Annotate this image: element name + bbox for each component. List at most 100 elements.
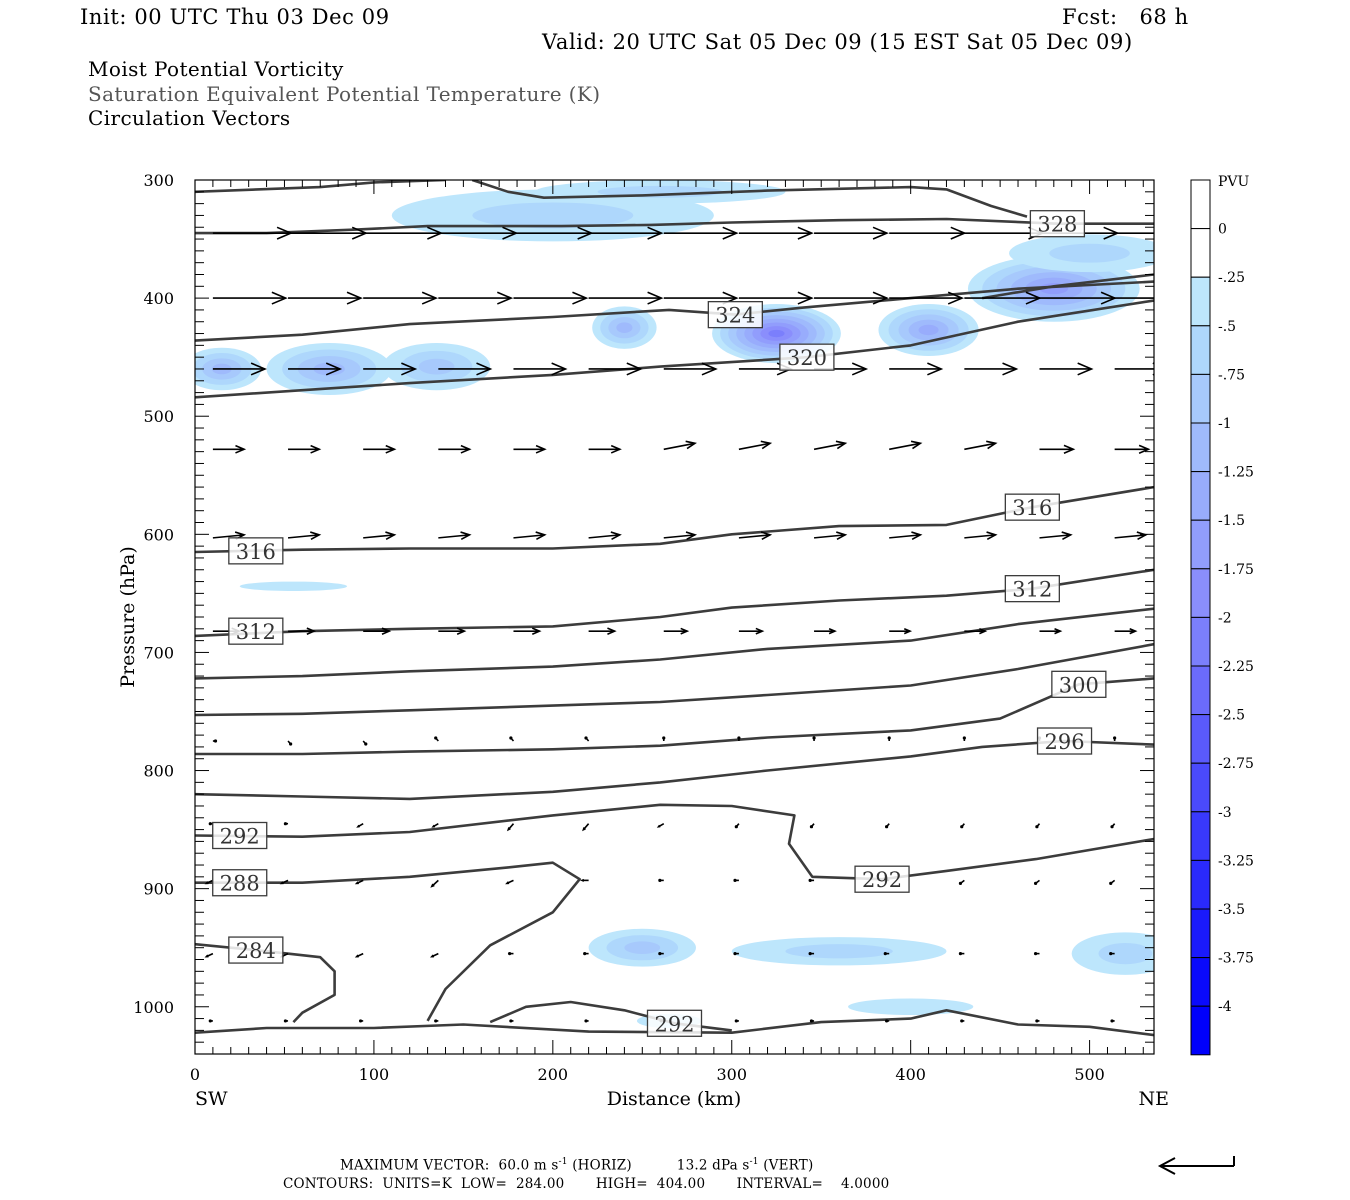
colorbar-swatch bbox=[1190, 519, 1211, 570]
circulation-vector bbox=[1035, 1019, 1040, 1023]
colorbar-label: -2.5 bbox=[1218, 708, 1245, 724]
circulation-vector bbox=[812, 736, 816, 742]
contour-label: 316 bbox=[228, 537, 284, 565]
circulation-vector bbox=[288, 362, 343, 376]
circulation-vector bbox=[738, 226, 814, 240]
contour-label: 284 bbox=[228, 936, 284, 964]
circulation-vector bbox=[588, 362, 643, 376]
circulation-vector bbox=[885, 823, 890, 829]
circulation-vector bbox=[889, 531, 923, 541]
pv-anomaly bbox=[616, 322, 633, 333]
x-tick-label: 0 bbox=[190, 1065, 200, 1084]
circulation-vector bbox=[1039, 531, 1073, 541]
circulation-vector bbox=[658, 952, 664, 956]
colorbar-swatch bbox=[1190, 859, 1211, 910]
circulation-vector bbox=[738, 291, 814, 305]
forecast-hour: Fcst: 68 h bbox=[1062, 5, 1189, 29]
circulation-vector bbox=[883, 952, 890, 956]
circulation-vector bbox=[885, 1019, 890, 1023]
circulation-vector bbox=[354, 879, 364, 885]
isentrope-312 bbox=[195, 568, 1154, 638]
contour-label: 312 bbox=[1004, 575, 1060, 603]
circulation-vector bbox=[663, 531, 698, 541]
circulation-vector bbox=[1114, 531, 1148, 541]
contour-label: 316 bbox=[1004, 493, 1060, 521]
circulation-vector bbox=[288, 627, 317, 635]
circulation-vector bbox=[1039, 362, 1094, 376]
isentrope-288 bbox=[195, 861, 582, 1022]
circulation-vector bbox=[656, 822, 665, 828]
contour-label: 292 bbox=[212, 821, 268, 850]
circulation-vector bbox=[738, 627, 765, 635]
circulation-vector bbox=[438, 291, 514, 305]
circulation-vector bbox=[1114, 362, 1154, 376]
circulation-vector bbox=[1110, 1019, 1115, 1023]
contour-label: 324 bbox=[707, 300, 763, 329]
colorbar-swatch bbox=[1190, 957, 1211, 1007]
circulation-vector bbox=[889, 291, 965, 305]
circulation-vector bbox=[733, 952, 739, 956]
circulation-vector bbox=[814, 291, 889, 305]
colorbar-label: -.75 bbox=[1218, 367, 1245, 383]
circulation-vector bbox=[889, 362, 944, 376]
circulation-vector bbox=[809, 1019, 815, 1023]
x-axis-label: Distance (km) bbox=[607, 1088, 742, 1110]
circulation-vector bbox=[431, 822, 439, 828]
reference-vector bbox=[1157, 1156, 1235, 1175]
colorbar-swatch bbox=[1190, 811, 1211, 861]
y-tick-label: 600 bbox=[143, 525, 174, 544]
isentrope-288 bbox=[195, 1008, 1154, 1037]
circulation-vector bbox=[588, 531, 622, 541]
colorbar-swatch bbox=[1190, 471, 1211, 521]
colorbar-label: -3.75 bbox=[1218, 951, 1254, 967]
colorbar-swatch bbox=[1190, 228, 1211, 278]
circulation-vector bbox=[964, 362, 1019, 376]
contour-info: CONTOURS: UNITS=K LOW= 284.00 HIGH= 404.… bbox=[283, 1176, 890, 1192]
circulation-vector bbox=[738, 531, 773, 541]
colorbar-swatch bbox=[1190, 422, 1211, 473]
contour-label-layer: 328 324 320 316 316 312 312 300 296 292 288 292 284 2… bbox=[212, 210, 1107, 1037]
circulation-vector bbox=[507, 952, 514, 956]
colorbar-swatch bbox=[1190, 665, 1211, 716]
circulation-vector bbox=[960, 1019, 965, 1023]
colorbar-unit: PVU bbox=[1218, 174, 1250, 190]
circulation-vector bbox=[212, 739, 218, 743]
vert-exp: -1 bbox=[749, 1157, 759, 1167]
isentrope-304 bbox=[195, 642, 1154, 717]
contour-label-text: 320 bbox=[787, 346, 827, 370]
circulation-vector bbox=[212, 291, 288, 305]
circulation-vector bbox=[580, 878, 589, 882]
pv-anomaly bbox=[1098, 942, 1153, 965]
pv-anomaly bbox=[768, 329, 785, 338]
colorbar-swatch bbox=[1190, 276, 1211, 327]
horiz-value: 60.0 m s bbox=[498, 1157, 559, 1174]
field-title-thetaes: Saturation Equivalent Potential Temperat… bbox=[88, 82, 601, 106]
circulation-vector bbox=[1114, 628, 1138, 635]
circulation-vector bbox=[814, 628, 837, 635]
contour-label: 296 bbox=[1036, 727, 1093, 755]
circulation-vector bbox=[734, 1019, 739, 1023]
y-tick-label: 700 bbox=[143, 643, 174, 662]
circulation-vector bbox=[434, 1019, 439, 1023]
isentrope-328 bbox=[471, 180, 1028, 218]
x-tick-label: 300 bbox=[716, 1065, 747, 1084]
isentrope-320 bbox=[195, 299, 1154, 399]
circulation-vector bbox=[1033, 879, 1040, 885]
circulation-vector bbox=[813, 531, 848, 541]
circulation-vector bbox=[358, 1019, 364, 1023]
contour-label-text: 292 bbox=[654, 1012, 694, 1036]
colorbar-swatch bbox=[1190, 179, 1211, 230]
y-tick-label: 800 bbox=[143, 762, 174, 781]
contour-label-text: 300 bbox=[1059, 673, 1099, 697]
circulation-vector bbox=[287, 531, 322, 541]
y-tick-label: 400 bbox=[143, 289, 174, 308]
circulation-vector bbox=[1039, 444, 1076, 454]
circulation-vector bbox=[1033, 952, 1040, 956]
y-tick-label: 900 bbox=[143, 880, 174, 899]
circulation-vector bbox=[279, 879, 289, 885]
circulation-vector bbox=[212, 362, 267, 376]
circulation-vector bbox=[964, 440, 998, 451]
contour-label-text: 292 bbox=[220, 825, 260, 849]
colorbar-swatch bbox=[1190, 373, 1211, 424]
